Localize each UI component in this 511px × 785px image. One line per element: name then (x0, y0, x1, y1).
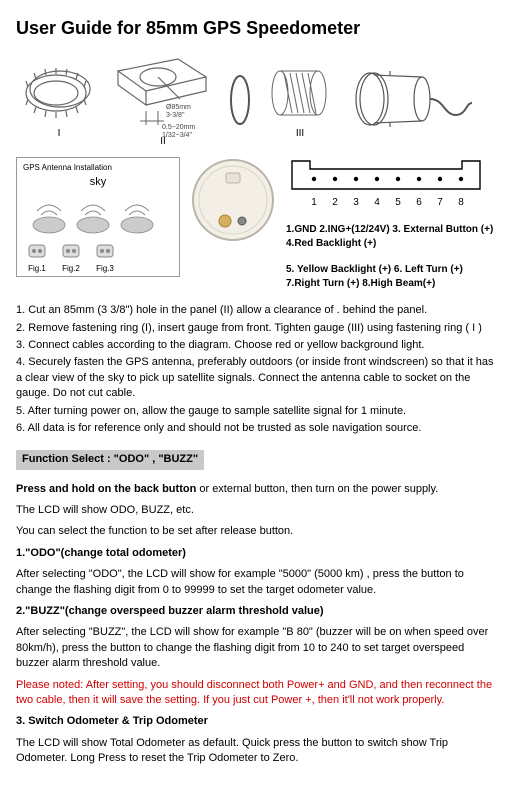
diagram-i: I (16, 59, 102, 141)
func-p3: You can select the function to be set af… (16, 524, 495, 539)
svg-text:3-3/8": 3-3/8" (166, 112, 185, 119)
func-p1: Press and hold on the back button or ext… (16, 482, 495, 497)
diagram-oring (224, 66, 256, 134)
func-warning: Please noted: After setting, you should … (16, 678, 495, 709)
step-2: 2. Remove fastening ring (I), insert gau… (16, 321, 495, 336)
diagram-ii: Ø85mm 3-3/8" 0.5~20mm 1/32~3/4" II (108, 51, 218, 149)
step-4: 4. Securely fasten the GPS antenna, pref… (16, 355, 495, 401)
pin-labels-2: 5. Yellow Backlight (+) 6. Left Turn (+)… (286, 263, 495, 291)
top-diagram-row: I Ø85mm 3-3/8" 0.5~20mm 1/3 (16, 51, 495, 149)
svg-text:7: 7 (437, 197, 443, 208)
svg-text:4: 4 (374, 197, 380, 208)
svg-text:5: 5 (395, 197, 401, 208)
func-p2: The LCD will show ODO, BUZZ, etc. (16, 503, 495, 518)
svg-text:Ø85mm: Ø85mm (166, 104, 191, 111)
connector-diagram: 1 2 3 4 5 6 7 8 1.GND 2.ING+(12/24V) 3. Exte… (286, 157, 495, 295)
diagram-iii: III (262, 59, 338, 141)
func-p6: The LCD will show Total Odometer as defa… (16, 736, 495, 767)
fig1: Fig.1 (23, 241, 51, 274)
svg-text:8: 8 (458, 197, 464, 208)
svg-text:2: 2 (332, 197, 338, 208)
diagram-ii-label: II (160, 135, 166, 149)
func-h1: 1."ODO"(change total odometer) (16, 546, 495, 561)
page-title: User Guide for 85mm GPS Speedometer (16, 16, 495, 41)
install-steps: 1. Cut an 85mm (3 3/8") hole in the pane… (16, 303, 495, 436)
svg-text:0.5~20mm: 0.5~20mm (162, 124, 195, 131)
sky-icon (23, 193, 163, 237)
func-h3: 3. Switch Odometer & Trip Odometer (16, 714, 495, 729)
diagram-iii-label: III (296, 127, 304, 141)
func-p4: After selecting "ODO", the LCD will show… (16, 567, 495, 598)
step-3: 3. Connect cables according to the diagr… (16, 338, 495, 353)
fig2: Fig.2 (57, 241, 85, 274)
pin-labels-1: 1.GND 2.ING+(12/24V) 3. External Button … (286, 223, 495, 251)
func-p5: After selecting "BUZZ", the LCD will sho… (16, 625, 495, 671)
step-6: 6. All data is for reference only and sh… (16, 421, 495, 436)
step-1: 1. Cut an 85mm (3 3/8") hole in the pane… (16, 303, 495, 318)
svg-text:1/32~3/4": 1/32~3/4" (162, 132, 192, 139)
sky-label: sky (90, 176, 107, 188)
function-select-header: Function Select : "ODO" , "BUZZ" (16, 450, 204, 469)
svg-text:6: 6 (416, 197, 422, 208)
fig3: Fig.3 (91, 241, 119, 274)
func-h2: 2."BUZZ"(change overspeed buzzer alarm t… (16, 604, 495, 619)
diagram-assembled (344, 63, 474, 137)
svg-text:1: 1 (311, 197, 317, 208)
svg-text:3: 3 (353, 197, 359, 208)
sky-header: GPS Antenna Installation (23, 163, 112, 172)
sky-panel: GPS Antenna Installation sky Fig.1 (16, 157, 180, 277)
lower-diagram-row: GPS Antenna Installation sky Fig.1 (16, 157, 495, 295)
step-5: 5. After turning power on, allow the gau… (16, 404, 495, 419)
gauge-back (190, 157, 276, 243)
diagram-i-label: I (58, 127, 61, 141)
